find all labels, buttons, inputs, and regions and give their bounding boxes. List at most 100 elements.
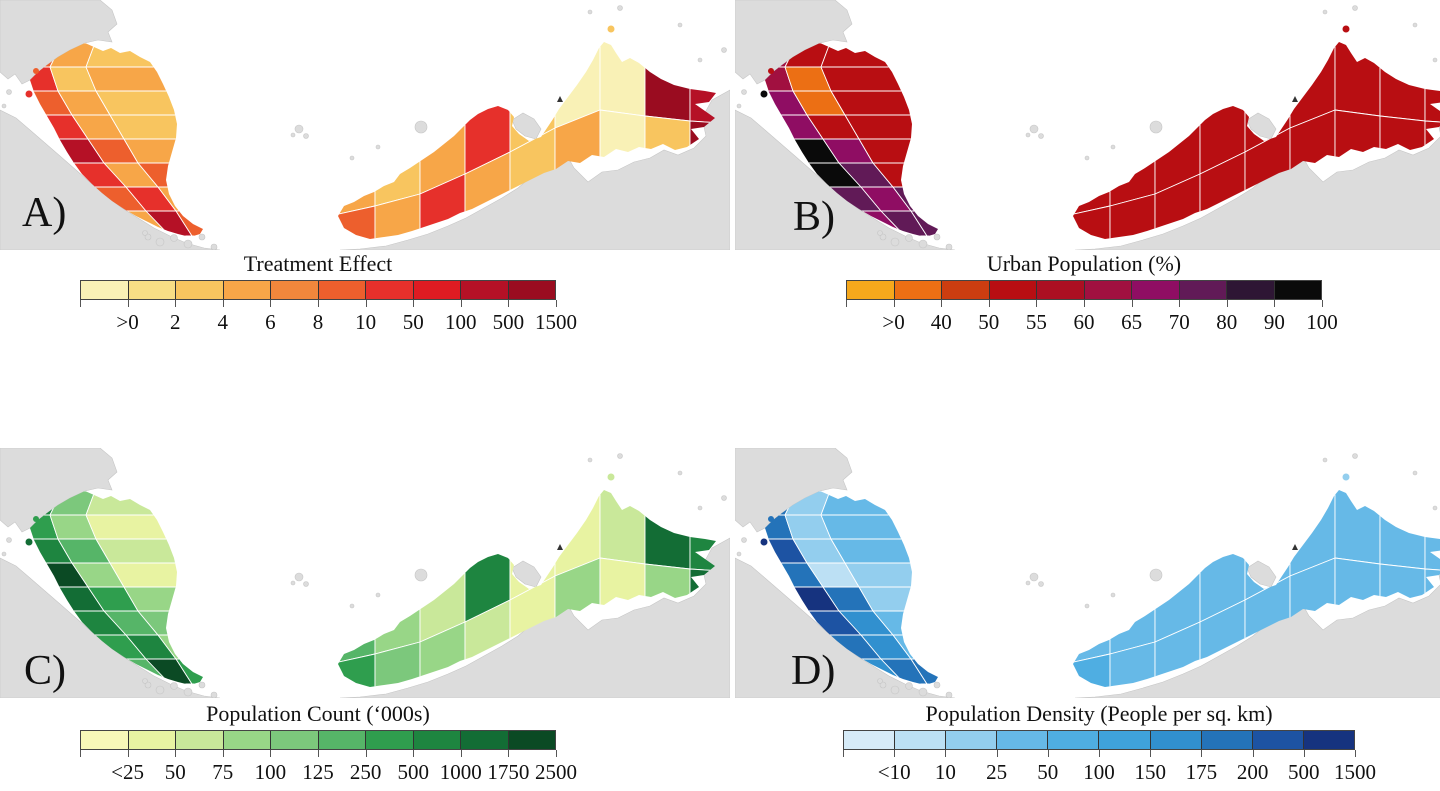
- colorbar-tick-label: 2: [169, 310, 181, 334]
- banggi-island: [607, 473, 615, 481]
- district-cell: [1424, 42, 1440, 125]
- riau-island: [210, 691, 218, 698]
- colorbar-tick-mark: [270, 300, 272, 307]
- district-cell: [338, 490, 376, 665]
- colorbar-tick-mark: [175, 300, 177, 307]
- malaysia-choropleth-map: [735, 0, 1440, 250]
- district-cell: [1073, 490, 1111, 665]
- colorbar-segment: [1252, 731, 1304, 749]
- singapore-island: [142, 678, 148, 684]
- colorbar-tick-label: 60: [1073, 310, 1095, 334]
- brunei-landmass: [1246, 560, 1277, 588]
- colorbar-segment: [366, 281, 414, 299]
- district-cell: [1073, 205, 1111, 239]
- colorbar-b-tickmarks: [846, 300, 1323, 308]
- thai-islet: [736, 103, 742, 109]
- district-cell: [123, 586, 203, 612]
- colorbar-segment: [1303, 731, 1354, 749]
- anambas-island: [303, 581, 309, 587]
- colorbar-tick-label: 500: [492, 310, 525, 334]
- sea-islet: [677, 22, 683, 28]
- colorbar-tick-mark: [508, 300, 510, 307]
- colorbar-tick-label: 100: [1083, 760, 1115, 784]
- colorbar-tick-mark: [996, 750, 998, 757]
- colorbar-tick-mark: [1179, 300, 1181, 307]
- sea-islet: [697, 505, 703, 511]
- district-cell: [338, 42, 376, 217]
- colorbar-tick-label: 6: [265, 310, 276, 334]
- district-cell: [1109, 490, 1156, 655]
- colorbar-segment: [128, 281, 176, 299]
- legend-d-title: Population Density (People per sq. km): [925, 701, 1273, 726]
- district-cell: [554, 42, 601, 129]
- colorbar-segment: [1274, 281, 1321, 299]
- colorbar-tick-mark: [80, 750, 81, 757]
- sea-islet: [375, 144, 381, 150]
- map-c-wrap: C): [0, 448, 733, 698]
- legend-a-title: Treatment Effect: [243, 251, 393, 276]
- colorbar-tick-mark: [413, 300, 415, 307]
- colorbar-segment: [1084, 281, 1132, 299]
- colorbar-segment: [997, 731, 1049, 749]
- district-cell: [599, 490, 646, 565]
- colorbar-tick-label: 55: [1025, 310, 1047, 334]
- colorbar-segment: [1132, 281, 1180, 299]
- colorbar-tick-label: 100: [1306, 310, 1338, 334]
- thai-islet: [1, 103, 7, 109]
- colorbar-segment: [895, 731, 947, 749]
- sea-islet: [721, 495, 727, 501]
- colorbar-tick-label: <10: [877, 760, 911, 784]
- colorbar-tick-label: 125: [302, 760, 334, 784]
- colorbar-segment: [942, 281, 990, 299]
- colorbar-tick-mark: [1047, 750, 1049, 757]
- colorbar-segment: [1048, 731, 1100, 749]
- district-cell: [644, 42, 691, 122]
- riau-island: [905, 682, 913, 690]
- district-cell: [374, 490, 421, 655]
- district-cell: [844, 562, 938, 588]
- colorbar-tick-mark: [222, 300, 224, 307]
- singapore-island: [877, 230, 883, 236]
- district-cell: [830, 538, 938, 564]
- thai-islet: [1, 551, 7, 557]
- map-marker-triangle: [1292, 96, 1298, 102]
- colorbar-tick-label: 70: [1168, 310, 1190, 334]
- map-c: [0, 448, 733, 698]
- colorbar-tick-mark: [893, 300, 895, 307]
- sea-islet: [617, 453, 623, 459]
- colorbar-tick-mark: [1252, 750, 1254, 757]
- map-marker-triangle: [557, 96, 563, 102]
- colorbar-tick-mark: [846, 300, 847, 307]
- district-cell: [1379, 490, 1426, 570]
- district-cell: [338, 205, 376, 239]
- natuna-island: [414, 568, 428, 582]
- colorbar-c-ticklabels: <25 50 75 100 125 250 500 1000 1750 2500: [80, 758, 577, 786]
- colorbar-tick-label: 75: [212, 760, 234, 784]
- colorbar-tick-label: 500: [397, 760, 429, 784]
- colorbar-tick-label: 50: [1037, 760, 1059, 784]
- map-d-wrap: D): [735, 448, 1440, 698]
- riau-island: [183, 239, 193, 249]
- colorbar-tick-label: 50: [164, 760, 186, 784]
- colorbar-segment: [1227, 281, 1275, 299]
- colorbar-tick-mark: [1084, 300, 1085, 307]
- colorbar-tick-label: 10: [934, 760, 956, 784]
- colorbar-tick-label: 8: [312, 310, 324, 334]
- colorbar-a: [80, 280, 556, 300]
- langkawi-island: [33, 68, 39, 74]
- district-cell: [1199, 42, 1246, 175]
- colorbar-tick-mark: [941, 300, 943, 307]
- district-cell: [820, 514, 938, 540]
- riau-island: [879, 681, 887, 689]
- colorbar-segment: [1037, 281, 1085, 299]
- map-marker-triangle: [1292, 544, 1298, 550]
- district-cell: [1334, 42, 1381, 117]
- malaysian-islands: [25, 25, 615, 98]
- malaysia-choropleth-map: [0, 448, 730, 698]
- sea-islet: [1084, 603, 1090, 609]
- colorbar-tick-label: 175: [1185, 760, 1218, 784]
- colorbar-c-tickmarks: [80, 750, 557, 758]
- brunei-landmass: [511, 560, 542, 588]
- district-cell: [419, 490, 466, 643]
